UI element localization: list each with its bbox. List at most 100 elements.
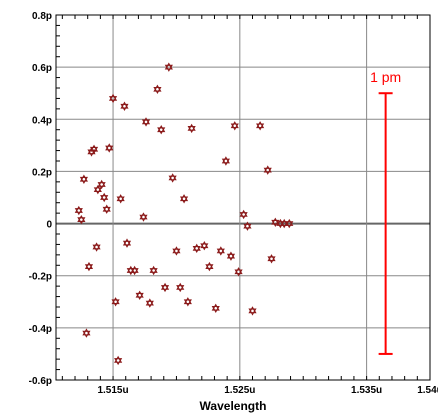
data-point-marker-up [172, 246, 181, 254]
grid-lines [56, 14, 430, 381]
data-point-marker-up [164, 62, 173, 70]
data-point [160, 282, 170, 293]
data-point-marker-down [130, 268, 139, 276]
data-point-marker-down [164, 64, 173, 72]
data-points [74, 62, 294, 366]
data-point [205, 261, 214, 272]
data-point-marker-up [230, 121, 239, 129]
data-point-marker-down [97, 182, 106, 190]
data-point-marker-down [243, 223, 252, 231]
data-point-marker-down [172, 248, 181, 256]
scale-bar-label: 1 pm [370, 69, 401, 85]
data-point [135, 290, 144, 300]
data-point [168, 173, 177, 183]
y-tick-label: 0.6p [32, 63, 52, 74]
data-point-marker-up [239, 209, 248, 217]
data-point-marker-down [111, 299, 120, 307]
data-point-marker-up [226, 251, 236, 259]
data-point-marker-down [157, 127, 166, 135]
data-point-marker-down [248, 308, 257, 316]
data-point-marker-down [139, 214, 148, 222]
y-tick-label: 0.8p [32, 11, 52, 22]
data-point-marker-down [89, 146, 99, 154]
x-axis-title: Wavelength [200, 399, 267, 413]
data-point [176, 282, 185, 293]
data-point-marker-up [108, 93, 118, 101]
data-point-marker-down [149, 268, 158, 276]
data-point-marker-up [183, 297, 192, 305]
data-point-marker-up [130, 265, 139, 273]
data-point-marker-down [92, 244, 101, 252]
data-point-marker-down [77, 217, 86, 225]
data-point-marker-down [82, 330, 91, 338]
data-point-marker-up [157, 125, 166, 133]
data-point-marker-down [230, 123, 239, 131]
data-point [157, 125, 166, 135]
data-point [285, 218, 294, 229]
data-point-marker-up [205, 261, 214, 269]
data-point [183, 297, 192, 307]
data-point-marker-up [135, 290, 144, 298]
data-point-marker-down [256, 123, 265, 131]
data-point-marker-down [187, 126, 196, 134]
data-point-marker-down [267, 256, 276, 264]
data-point [216, 246, 225, 256]
y-tick-label: -0.2p [29, 272, 52, 283]
data-point-marker-up [82, 328, 91, 336]
data-point-marker-up [92, 242, 101, 250]
data-point-marker-down [183, 299, 192, 307]
data-point-marker-up [267, 254, 276, 262]
y-tick-label: 0.2p [32, 167, 52, 178]
data-point-marker-up [176, 282, 185, 290]
data-point [141, 117, 151, 127]
data-point [74, 205, 83, 216]
data-point-marker-down [234, 269, 243, 277]
data-point-marker-up [263, 165, 272, 173]
data-point [226, 251, 236, 261]
data-point-marker-down [280, 221, 289, 229]
data-point-marker-down [226, 253, 236, 261]
data-point-marker-up [102, 204, 111, 212]
data-point-marker-up [120, 101, 129, 109]
data-point-marker-down [105, 145, 114, 153]
data-point [248, 306, 257, 316]
data-point-marker-up [116, 194, 125, 202]
data-point [187, 123, 196, 134]
data-point-marker-up [234, 267, 243, 275]
data-point [221, 156, 230, 166]
data-point-marker-up [74, 205, 83, 213]
data-point-marker-up [89, 144, 99, 152]
data-point [267, 254, 276, 264]
data-point-marker-up [168, 173, 177, 181]
data-point-marker-up [114, 355, 123, 363]
data-point-marker-down [168, 175, 177, 183]
data-point-marker-up [149, 265, 158, 273]
data-point-marker-down [285, 221, 294, 229]
plot-border [55, 14, 431, 381]
data-point-marker-down [160, 285, 170, 293]
data-point-marker-up [105, 143, 114, 151]
data-point-marker-down [271, 219, 280, 227]
data-point [139, 212, 148, 222]
data-point [84, 261, 94, 272]
data-point [105, 143, 114, 153]
data-point [97, 179, 106, 190]
data-point-marker-down [239, 212, 248, 220]
data-point-marker-down [205, 264, 214, 272]
data-point [200, 241, 209, 251]
data-point-marker-up [84, 261, 94, 269]
x-tick-label: 1.54u [417, 385, 438, 396]
data-point [153, 84, 162, 94]
data-point-marker-up [221, 156, 230, 164]
data-point-marker-up [97, 179, 106, 187]
data-point [93, 184, 102, 195]
data-point [192, 243, 201, 254]
data-point-marker-down [122, 240, 132, 248]
data-point [108, 93, 118, 104]
data-point-marker-down [192, 245, 201, 254]
data-point-marker-up [285, 218, 294, 226]
data-point [172, 246, 181, 256]
x-tick-label: 1.525u [224, 385, 255, 396]
